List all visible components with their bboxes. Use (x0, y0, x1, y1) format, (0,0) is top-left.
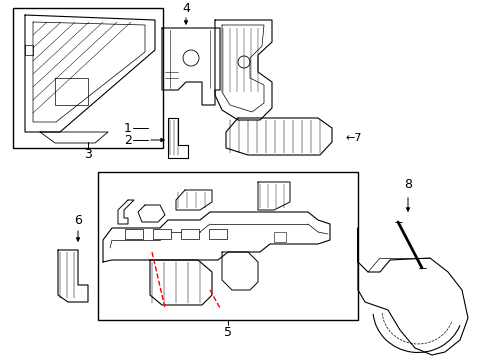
Text: 3: 3 (84, 148, 92, 162)
Bar (273, 232, 285, 242)
Text: 2: 2 (124, 134, 132, 147)
Text: 1: 1 (124, 122, 132, 135)
Text: 5: 5 (224, 325, 231, 338)
Text: 4: 4 (182, 1, 189, 14)
Text: 8: 8 (403, 179, 411, 192)
Bar (208, 229, 226, 239)
Bar (98, 172, 357, 320)
Bar (153, 229, 171, 239)
Bar (13, 8, 163, 148)
Bar (181, 229, 199, 239)
Text: ←7: ←7 (346, 133, 362, 143)
Bar (125, 229, 142, 239)
Text: 6: 6 (74, 213, 82, 226)
